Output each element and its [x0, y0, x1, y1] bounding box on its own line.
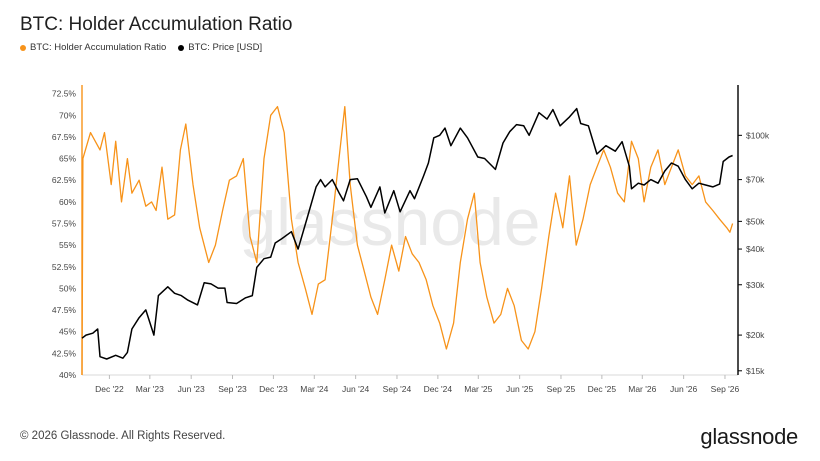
left-tick-label: 52.5% — [52, 262, 77, 272]
x-tick-label: Dec '24 — [424, 384, 453, 394]
left-tick-label: 72.5% — [52, 89, 77, 99]
x-tick-label: Sep '26 — [711, 384, 740, 394]
left-tick-label: 40% — [59, 370, 76, 380]
left-tick-label: 45% — [59, 327, 76, 337]
left-tick-label: 42.5% — [52, 348, 77, 358]
right-tick-label: $20k — [746, 330, 765, 340]
btc-price-line — [81, 107, 733, 360]
x-tick-label: Sep '24 — [383, 384, 412, 394]
left-tick-label: 62.5% — [52, 175, 77, 185]
right-tick-label: $70k — [746, 175, 765, 185]
x-tick-label: Sep '25 — [547, 384, 576, 394]
accumulation-ratio-line — [81, 105, 734, 376]
left-tick-label: 65% — [59, 154, 76, 164]
x-tick-label: Jun '26 — [670, 384, 697, 394]
x-tick-label: Mar '24 — [300, 384, 328, 394]
x-tick-label: Sep '23 — [218, 384, 247, 394]
right-tick-label: $15k — [746, 366, 765, 376]
chart-watermark: glassnode — [240, 185, 541, 259]
left-tick-label: 55% — [59, 240, 76, 250]
copyright-footer: © 2026 Glassnode. All Rights Reserved. — [20, 430, 226, 442]
x-tick-label: Mar '25 — [464, 384, 492, 394]
legend-label-price: BTC: Price [USD] — [188, 42, 263, 53]
x-tick-label: Dec '23 — [259, 384, 288, 394]
left-tick-label: 50% — [59, 283, 76, 293]
legend-item-price[interactable]: BTC: Price [USD] — [178, 42, 262, 53]
legend-label-accumulation: BTC: Holder Accumulation Ratio — [30, 42, 167, 53]
x-tick-label: Mar '23 — [136, 384, 164, 394]
legend-dot-accumulation — [20, 44, 26, 51]
x-tick-label: Dec '25 — [588, 384, 617, 394]
x-tick-label: Jun '24 — [342, 384, 369, 394]
left-tick-label: 67.5% — [52, 132, 77, 142]
left-tick-label: 57.5% — [52, 219, 77, 229]
chart-legend: BTC: Holder Accumulation Ratio BTC: Pric… — [20, 42, 262, 53]
legend-dot-price — [178, 44, 185, 51]
x-tick-label: Mar '26 — [628, 384, 656, 394]
right-tick-label: $40k — [746, 244, 765, 254]
glassnode-logo[interactable]: glassnode — [700, 424, 798, 449]
right-tick-label: $50k — [746, 216, 765, 226]
left-tick-label: 70% — [59, 110, 76, 120]
right-tick-label: $100k — [746, 130, 770, 140]
x-tick-label: Dec '22 — [95, 384, 124, 394]
legend-item-accumulation[interactable]: BTC: Holder Accumulation Ratio — [20, 42, 166, 53]
x-tick-label: Jun '23 — [178, 384, 205, 394]
x-tick-label: Jun '25 — [506, 384, 533, 394]
right-tick-label: $30k — [746, 280, 765, 290]
left-tick-label: 60% — [59, 197, 76, 207]
chart-title: BTC: Holder Accumulation Ratio — [20, 14, 293, 35]
chart-series — [81, 105, 734, 376]
left-tick-label: 47.5% — [52, 305, 77, 315]
